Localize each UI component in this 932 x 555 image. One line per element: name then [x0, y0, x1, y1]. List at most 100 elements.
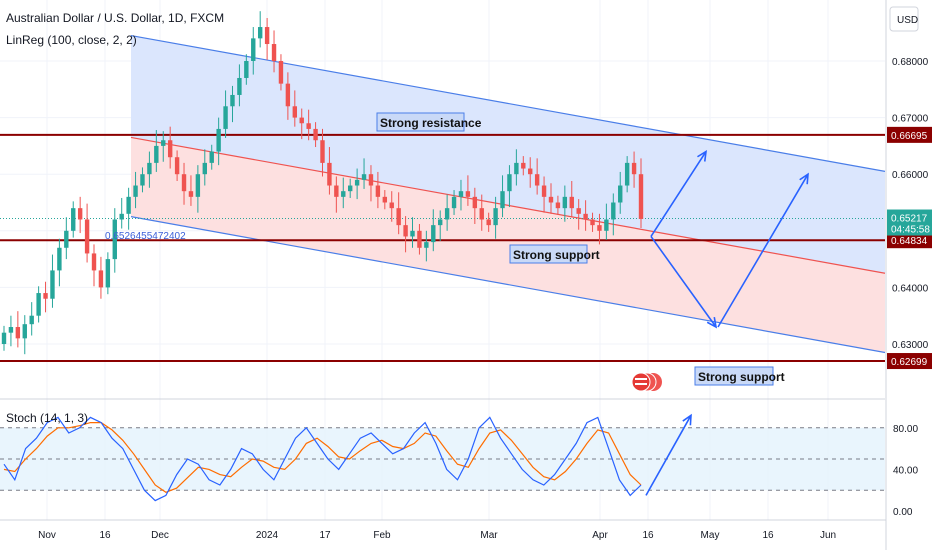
- candle[interactable]: [507, 165, 512, 208]
- candle[interactable]: [576, 199, 581, 230]
- candle[interactable]: [354, 168, 360, 200]
- candle[interactable]: [417, 224, 422, 255]
- candle[interactable]: [285, 72, 291, 120]
- candle[interactable]: [562, 185, 568, 222]
- projection-arrow-up-2[interactable]: [717, 173, 809, 328]
- candle[interactable]: [188, 175, 194, 206]
- candle[interactable]: [368, 165, 374, 202]
- indicator-label[interactable]: LinReg (100, close, 2, 2): [6, 33, 137, 47]
- candle[interactable]: [271, 30, 277, 73]
- candle[interactable]: [167, 126, 173, 169]
- candle[interactable]: [299, 108, 304, 140]
- candle[interactable]: [569, 180, 574, 218]
- candle[interactable]: [50, 254, 55, 308]
- candle[interactable]: [472, 187, 478, 225]
- candle[interactable]: [389, 191, 394, 222]
- projection-arrow-up-1[interactable]: [650, 151, 707, 237]
- candle[interactable]: [140, 167, 145, 193]
- candle[interactable]: [500, 175, 505, 218]
- candle[interactable]: [174, 150, 180, 181]
- linreg-middle-line[interactable]: [130, 136, 886, 274]
- candle[interactable]: [126, 187, 131, 230]
- candle[interactable]: [91, 244, 97, 287]
- resistance-annotation[interactable]: Strong resistance: [376, 112, 482, 132]
- candle[interactable]: [583, 200, 588, 231]
- candle[interactable]: [486, 212, 491, 232]
- candle[interactable]: [154, 130, 159, 172]
- candle[interactable]: [223, 90, 228, 138]
- candle[interactable]: [161, 131, 166, 162]
- candle[interactable]: [147, 151, 152, 188]
- stoch-k-line[interactable]: [3, 416, 642, 502]
- price-axis-bg[interactable]: [886, 0, 932, 550]
- economic-events-icon[interactable]: [631, 372, 662, 392]
- candle[interactable]: [1, 325, 7, 351]
- candle[interactable]: [313, 122, 318, 148]
- support-low-annotation[interactable]: Strong support: [694, 366, 785, 386]
- candle[interactable]: [410, 217, 415, 248]
- candle[interactable]: [327, 147, 332, 195]
- candle[interactable]: [541, 176, 547, 213]
- candle[interactable]: [98, 256, 104, 299]
- candle[interactable]: [334, 176, 339, 213]
- candle[interactable]: [638, 158, 644, 228]
- projection-arrows[interactable]: [650, 150, 809, 329]
- candle[interactable]: [57, 238, 62, 287]
- candle[interactable]: [347, 178, 353, 198]
- candle[interactable]: [479, 194, 484, 231]
- candle[interactable]: [604, 203, 609, 240]
- candle[interactable]: [341, 177, 346, 209]
- candle[interactable]: [396, 192, 401, 235]
- candle[interactable]: [631, 151, 637, 188]
- currency-button[interactable]: [889, 6, 919, 32]
- candle[interactable]: [278, 54, 284, 91]
- candle[interactable]: [493, 196, 498, 239]
- candle[interactable]: [514, 149, 519, 186]
- candle[interactable]: [590, 212, 595, 232]
- candle[interactable]: [534, 158, 540, 195]
- support-annotation[interactable]: Strong support: [509, 244, 600, 264]
- candle[interactable]: [375, 171, 381, 209]
- candle[interactable]: [465, 175, 471, 206]
- candle[interactable]: [15, 311, 21, 348]
- candle[interactable]: [237, 64, 242, 107]
- candle[interactable]: [438, 210, 443, 241]
- candle[interactable]: [444, 194, 450, 231]
- stoch-d-line[interactable]: [3, 422, 642, 493]
- candle[interactable]: [257, 11, 263, 48]
- candle[interactable]: [64, 217, 69, 260]
- candle[interactable]: [195, 165, 201, 213]
- candle[interactable]: [202, 149, 207, 186]
- stoch-projection-arrow[interactable]: [645, 413, 692, 496]
- candle[interactable]: [8, 315, 14, 347]
- candle[interactable]: [29, 302, 34, 336]
- candle[interactable]: [36, 286, 41, 323]
- candle[interactable]: [209, 144, 214, 170]
- candlestick-series[interactable]: [1, 11, 644, 355]
- candle[interactable]: [230, 85, 235, 123]
- candle[interactable]: [84, 203, 90, 263]
- candle[interactable]: [382, 190, 388, 210]
- stoch-label[interactable]: Stoch (14, 1, 3): [6, 411, 88, 425]
- stoch-arrow[interactable]: [645, 414, 692, 496]
- candle[interactable]: [244, 54, 249, 85]
- candle[interactable]: [320, 128, 325, 177]
- candle[interactable]: [133, 171, 138, 209]
- candle[interactable]: [424, 230, 429, 262]
- symbol-title[interactable]: Australian Dollar / U.S. Dollar, 1D, FXC…: [6, 11, 224, 25]
- linreg-upper-line[interactable]: [130, 34, 886, 172]
- projection-arrow-down[interactable]: [650, 235, 717, 328]
- candle[interactable]: [43, 281, 48, 313]
- candle[interactable]: [71, 201, 76, 238]
- candle[interactable]: [264, 17, 270, 60]
- candle[interactable]: [548, 183, 554, 214]
- candle[interactable]: [597, 213, 602, 245]
- candle[interactable]: [251, 27, 256, 75]
- candle[interactable]: [119, 197, 124, 229]
- time-axis-labels[interactable]: Nov 16 Dec 2024 17 Feb Mar Apr 16 May 16 Jun: [38, 530, 836, 541]
- candle[interactable]: [521, 156, 526, 176]
- candle[interactable]: [451, 190, 457, 215]
- candle[interactable]: [216, 117, 221, 166]
